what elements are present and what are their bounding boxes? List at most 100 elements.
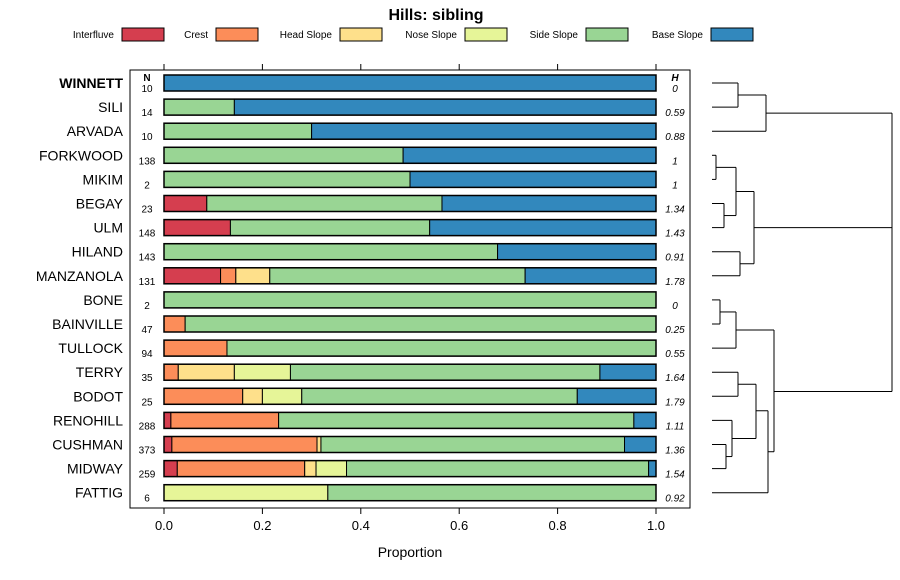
bars-group [163,74,657,502]
row-label: SILI [98,99,123,115]
n-value: 14 [141,108,153,119]
h-value: 0.25 [665,325,685,336]
bar-segment [346,460,650,478]
n-value: 25 [141,397,153,408]
row-label: TERRY [76,364,124,380]
h-value: 1.64 [665,373,685,384]
bar-outline [163,122,657,140]
bar-segment [163,484,329,502]
row-label: RENOHILL [53,412,123,428]
bar-segment [269,267,526,285]
n-value: 35 [141,373,153,384]
row-label: MANZANOLA [36,268,124,284]
bar-segment [311,122,657,140]
x-axis-title: Proportion [378,544,443,560]
bar-segment [261,387,303,405]
bar-segment [327,484,657,502]
bar-segment [170,411,280,429]
bar-segment [163,219,231,237]
bar-segment [163,339,228,357]
bar-segment [176,460,306,478]
bar-outline [163,242,657,261]
n-value: 373 [139,446,156,457]
legend-swatch-interfluve [121,27,165,42]
row-label: FATTIG [75,485,123,501]
n-value: 2 [144,180,150,191]
bar-segment [278,411,635,429]
bar-segment [497,243,657,261]
bar-segment [624,436,657,453]
bar-outline [163,267,657,285]
bar-outline [163,98,657,116]
row-label: ARVADA [67,123,124,139]
n-value: 6 [144,494,150,505]
x-axis: 0.0 0.2 0.4 0.6 0.8 1.0 [155,64,665,533]
bar-segment [163,243,499,261]
row-label: BAINVILLE [52,316,123,332]
h-value: 0.88 [665,132,685,143]
dendrogram [712,82,893,494]
row-label: MIKIM [83,171,123,187]
row-label: BONE [83,292,123,308]
bar-segment [220,267,237,285]
bar-segment [304,460,317,478]
legend-label-base-slope: Base Slope [652,30,704,41]
n-value: 288 [139,421,156,432]
row-label: WINNETT [59,75,123,91]
bar-outline [163,315,657,333]
n-value: 47 [141,325,153,336]
bar-segment [163,267,222,285]
bar-outline [163,170,657,189]
bar-segment [226,339,657,357]
bar-segment [163,460,178,478]
h-value: 0 [672,301,678,312]
n-value: 131 [139,277,156,288]
bar-outline [163,339,657,357]
bar-segment [301,387,578,405]
row-label: MIDWAY [67,461,124,477]
bar-segment [163,74,657,92]
h-value: 0.91 [665,253,684,264]
bar-segment [163,146,404,164]
bar-outline [163,411,657,430]
row-label: FORKWOOD [39,147,123,163]
bar-outline [163,194,657,213]
bar-outline [163,435,657,454]
n-value: 143 [139,253,156,264]
bar-segment [163,170,411,188]
bar-segment [163,315,186,333]
h-value: 1 [672,180,678,191]
bar-segment [633,411,657,429]
h-value: 0.59 [665,108,685,119]
bar-segment [163,195,208,212]
bar-segment [320,436,626,453]
n-value: 259 [139,470,156,481]
n-value: 138 [139,156,156,167]
legend-label-interfluve: Interfluve [73,30,115,41]
bar-segment [163,387,244,405]
bar-segment [599,363,657,381]
h-value: 0.92 [665,494,685,505]
legend-swatch-nose-slope [464,27,508,42]
legend-swatch-crest [215,27,259,42]
bar-outline [163,483,657,502]
bar-segment [402,146,657,164]
n-value: 2 [144,301,150,312]
row-label: CUSHMAN [52,437,123,453]
x-tick-label: 0.6 [450,518,468,533]
bar-segment [163,98,235,116]
bar-segment [163,291,657,309]
x-tick-label: 0.0 [155,518,173,533]
bar-outline [163,363,657,381]
legend-label-head-slope: Head Slope [280,30,333,41]
bar-segment [242,387,263,405]
bar-outline [163,74,657,92]
bar-segment [206,195,443,212]
bar-segment [163,363,179,381]
bar-segment [289,363,601,381]
bar-outline [163,387,657,406]
bar-segment [315,460,348,478]
n-value: 10 [141,132,153,143]
bar-segment [233,363,291,381]
